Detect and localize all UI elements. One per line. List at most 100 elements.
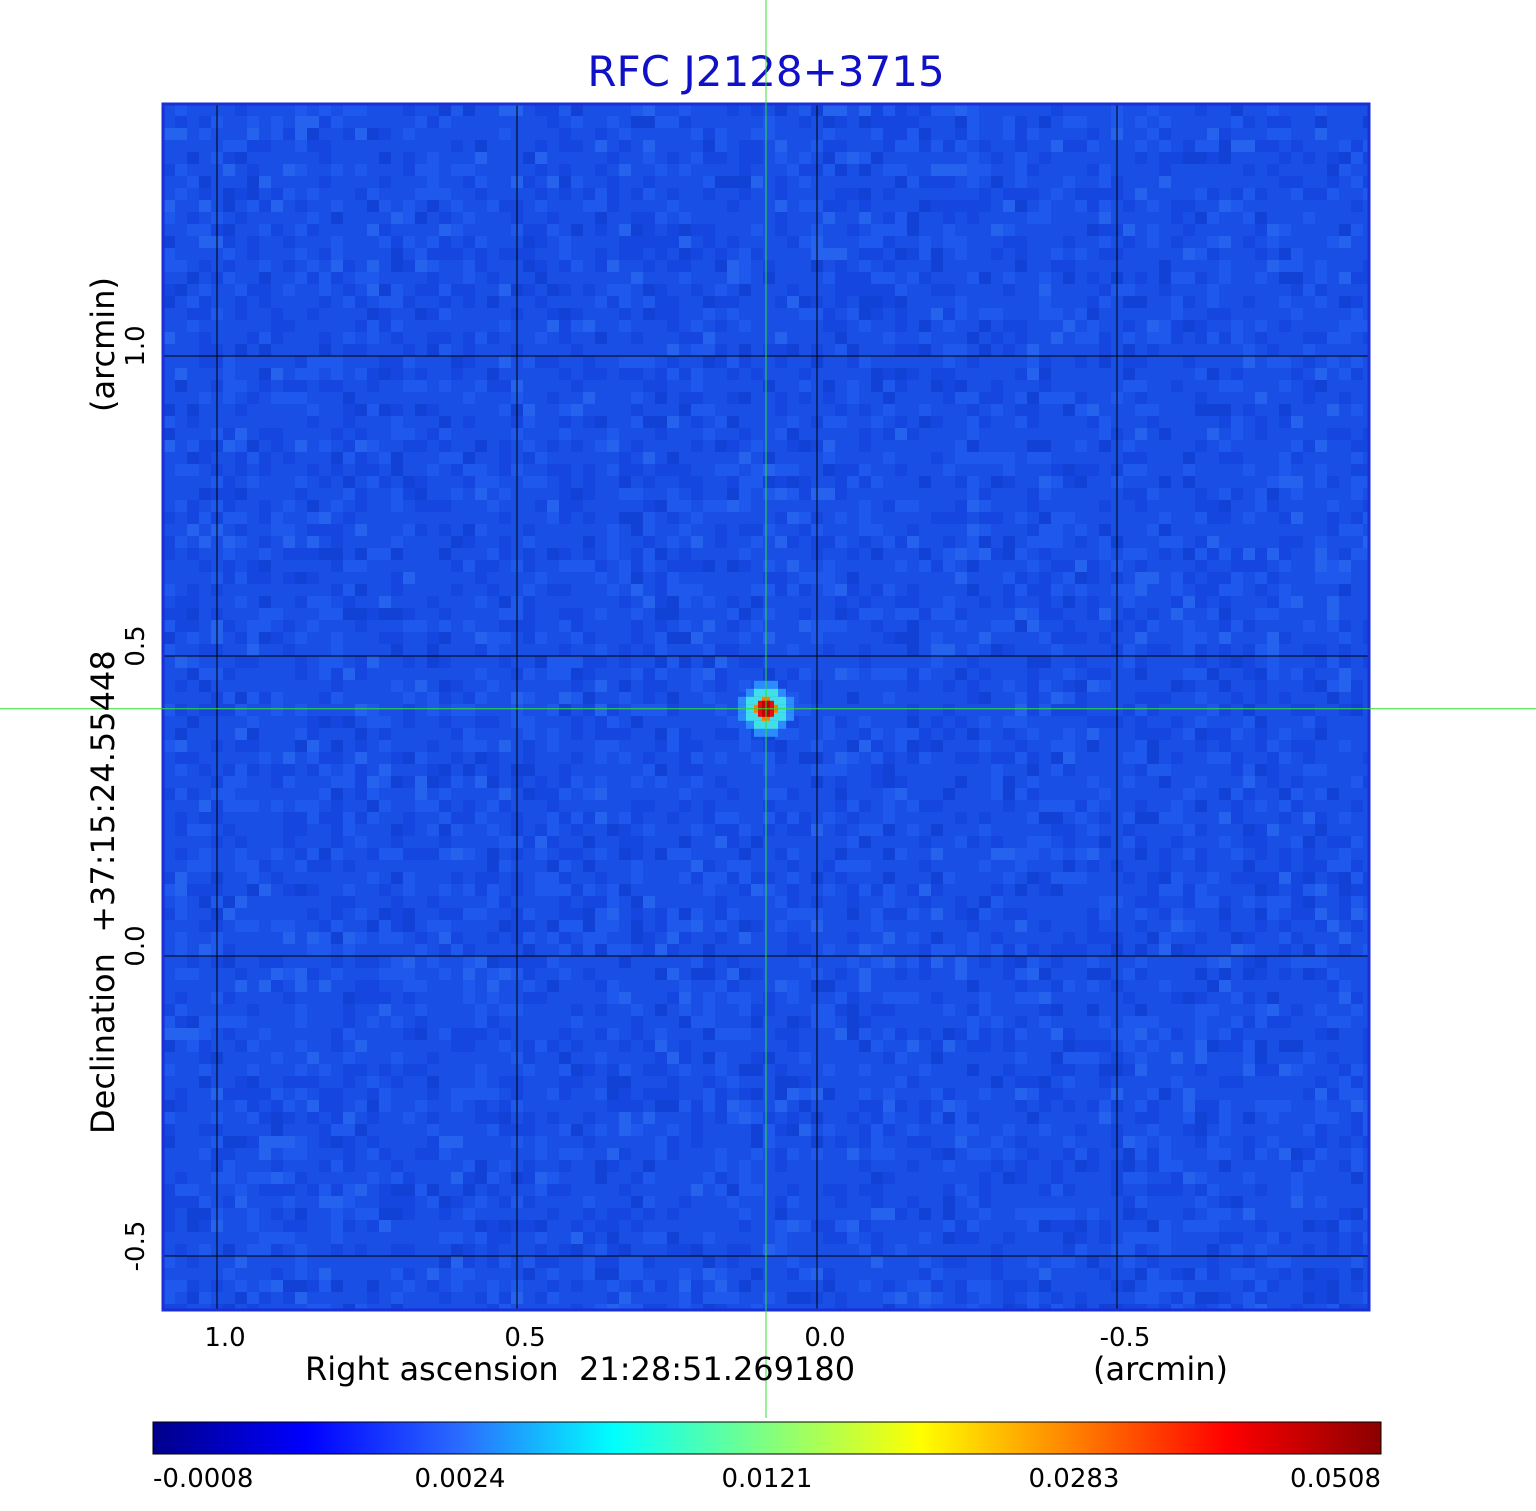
noise-cell [163,608,175,620]
noise-cell [667,1244,679,1256]
noise-cell [691,824,703,836]
noise-cell [607,176,619,188]
noise-cell [439,716,451,728]
noise-cell [859,440,871,452]
noise-cell [595,1028,607,1040]
noise-cell [1135,1208,1147,1220]
noise-cell [727,908,739,920]
noise-cell [1291,740,1303,752]
noise-cell [955,1136,967,1148]
noise-cell [439,1148,451,1160]
noise-cell [1183,680,1195,692]
noise-cell [847,344,859,356]
noise-cell [559,788,571,800]
noise-cell [571,176,583,188]
noise-cell [223,260,235,272]
noise-cell [595,788,607,800]
noise-cell [751,656,763,668]
noise-cell [1303,356,1315,368]
noise-cell [283,1076,295,1088]
noise-cell [1231,1268,1243,1280]
noise-cell [1195,104,1207,116]
noise-cell [679,272,691,284]
noise-cell [283,836,295,848]
noise-cell [775,752,787,764]
noise-cell [1063,1100,1075,1112]
noise-cell [1219,908,1231,920]
noise-cell [763,560,775,572]
noise-cell [571,1280,583,1292]
noise-cell [727,392,739,404]
noise-cell [451,1088,463,1100]
noise-cell [487,1184,499,1196]
noise-cell [235,404,247,416]
noise-cell [499,548,511,560]
noise-cell [691,332,703,344]
noise-cell [1087,716,1099,728]
noise-cell [763,812,775,824]
noise-cell [655,1136,667,1148]
noise-cell [1015,1160,1027,1172]
noise-cell [1183,1292,1195,1304]
noise-cell [907,752,919,764]
noise-cell [475,380,487,392]
noise-cell [259,860,271,872]
noise-cell [199,488,211,500]
noise-cell [1195,512,1207,524]
noise-cell [715,524,727,536]
noise-cell [763,572,775,584]
noise-cell [751,524,763,536]
noise-cell [667,812,679,824]
noise-cell [331,788,343,800]
noise-cell [199,560,211,572]
noise-cell [847,1004,859,1016]
noise-cell [919,104,931,116]
noise-cell [847,272,859,284]
noise-cell [343,1112,355,1124]
noise-cell [1267,140,1279,152]
noise-cell [1327,968,1339,980]
noise-cell [1171,836,1183,848]
noise-cell [1291,176,1303,188]
noise-cell [403,260,415,272]
noise-cell [343,896,355,908]
noise-cell [847,152,859,164]
noise-cell [931,416,943,428]
noise-cell [319,104,331,116]
noise-cell [415,1100,427,1112]
noise-cell [655,1232,667,1244]
noise-cell [1351,1076,1363,1088]
noise-cell [187,668,199,680]
noise-cell [739,392,751,404]
noise-cell [1123,584,1135,596]
noise-cell [823,1220,835,1232]
colorbar-tick-label: -0.0008 [153,1464,253,1494]
noise-cell [1015,1052,1027,1064]
noise-cell [1003,452,1015,464]
noise-cell [1315,380,1327,392]
noise-cell [271,1280,283,1292]
noise-cell [1087,128,1099,140]
noise-cell [391,296,403,308]
noise-cell [1303,380,1315,392]
noise-cell [247,716,259,728]
noise-cell [475,812,487,824]
noise-cell [199,860,211,872]
noise-cell [619,728,631,740]
noise-cell [691,368,703,380]
noise-cell [1135,1100,1147,1112]
noise-cell [1135,728,1147,740]
noise-cell [583,512,595,524]
noise-cell [403,824,415,836]
noise-cell [607,740,619,752]
noise-cell [1327,1292,1339,1304]
noise-cell [1123,776,1135,788]
noise-cell [775,536,787,548]
noise-cell [859,1160,871,1172]
noise-cell [619,320,631,332]
noise-cell [463,956,475,968]
noise-cell [175,284,187,296]
noise-cell [919,944,931,956]
noise-cell [1291,1004,1303,1016]
noise-cell [1015,716,1027,728]
